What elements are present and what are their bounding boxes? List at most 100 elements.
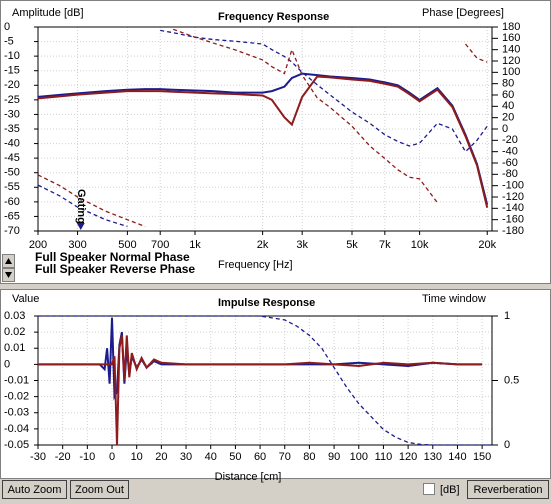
frequency-panel xyxy=(0,0,551,284)
x-tick-label: 3k xyxy=(296,239,308,251)
y2-tick-label: 60 xyxy=(502,89,514,101)
x-tick-label: 60 xyxy=(254,451,266,463)
x-tick-label: 20k xyxy=(478,239,496,251)
y2-axis-label: Phase [Degrees] xyxy=(422,7,504,19)
y-tick-label: -70 xyxy=(4,225,20,237)
y-tick-label: -20 xyxy=(4,79,20,91)
y-tick-label: -35 xyxy=(4,123,20,135)
x-tick-label: 120 xyxy=(399,451,417,463)
y2-tick-label: -40 xyxy=(502,146,518,158)
checkbox-label: [dB] xyxy=(440,484,460,496)
y-tick-label: -65 xyxy=(4,210,20,222)
y2-tick-label: 120 xyxy=(502,55,520,67)
down-arrow xyxy=(5,272,12,278)
y2-tick-label: 20 xyxy=(502,112,514,124)
x-tick-label: 130 xyxy=(424,451,442,463)
y2-tick-label: -60 xyxy=(502,157,518,169)
y2-tick-label: 1 xyxy=(504,310,510,322)
x-tick-label: -10 xyxy=(79,451,95,463)
series-line xyxy=(38,72,489,206)
y-tick-label: -0.02 xyxy=(4,391,29,403)
y2-tick-label: -120 xyxy=(502,191,524,203)
y2-tick-label: -140 xyxy=(502,202,524,214)
button-label: Reverberation xyxy=(473,484,542,496)
impulse-panel xyxy=(0,289,551,479)
y-tick-label: 0 xyxy=(4,358,10,370)
x-tick-label: -20 xyxy=(55,451,71,463)
phase-line xyxy=(38,315,492,446)
plot-frame xyxy=(37,315,493,446)
x-tick-label: 80 xyxy=(303,451,315,463)
y-tick-label: 0.03 xyxy=(4,310,25,322)
auto-zoom-button[interactable] xyxy=(2,480,67,499)
x-tick-label: -30 xyxy=(30,451,46,463)
y-tick-label: -45 xyxy=(4,152,20,164)
x-tick-label: 40 xyxy=(205,451,217,463)
series-line xyxy=(38,75,489,208)
y-tick-label: -30 xyxy=(4,108,20,120)
button-label: Auto Zoom xyxy=(8,484,62,496)
y-tick-label: -0.01 xyxy=(4,374,29,386)
reverberation-button[interactable] xyxy=(467,480,549,499)
series-line xyxy=(38,335,483,446)
chart-title: Frequency Response xyxy=(218,11,329,23)
annotation: Gating xyxy=(75,189,87,224)
y-tick-label: -55 xyxy=(4,181,20,193)
x-tick-label: 700 xyxy=(151,239,169,251)
up-arrow xyxy=(5,258,12,264)
y2-tick-label: 0.5 xyxy=(504,374,519,386)
y-tick-label: -60 xyxy=(4,196,20,208)
x-tick-label: 30 xyxy=(180,451,192,463)
y-tick-label: -50 xyxy=(4,167,20,179)
legend-entry: Full Speaker Normal Phase xyxy=(35,250,190,264)
x-tick-label: 0 xyxy=(109,451,115,463)
x-tick-label: 10k xyxy=(411,239,429,251)
y-axis-label: Amplitude [dB] xyxy=(12,7,84,19)
y2-tick-label: 80 xyxy=(502,78,514,90)
y2-tick-label: 0 xyxy=(504,439,510,451)
x-tick-label: 110 xyxy=(375,451,393,463)
x-tick-label: 7k xyxy=(379,239,391,251)
y-tick-label: -10 xyxy=(4,50,20,62)
legend-entry: Full Speaker Reverse Phase xyxy=(35,262,195,276)
x-tick-label: 70 xyxy=(279,451,291,463)
y2-axis-label: Time window xyxy=(422,293,486,305)
zoom-out-button[interactable] xyxy=(70,480,129,499)
y-tick-label: 0.01 xyxy=(4,342,25,354)
x-tick-label: 100 xyxy=(350,451,368,463)
y-tick-label: -5 xyxy=(4,35,14,47)
x-tick-label: 500 xyxy=(118,239,136,251)
x-tick-label: 90 xyxy=(328,451,340,463)
x-axis-label: Frequency [Hz] xyxy=(218,259,293,271)
phase-line xyxy=(160,29,488,153)
y-tick-label: -0.04 xyxy=(4,423,29,435)
chart-title: Impulse Response xyxy=(218,297,315,309)
y2-tick-label: 40 xyxy=(502,100,514,112)
toolbar: Auto Zoom Zoom Out [dB] Reverberation xyxy=(2,480,549,499)
x-tick-label: 200 xyxy=(29,239,47,251)
x-tick-label: 150 xyxy=(473,451,491,463)
plot-frame xyxy=(37,26,493,232)
y2-tick-label: 0 xyxy=(502,123,508,135)
x-tick-label: 140 xyxy=(448,451,466,463)
scroll-buttons xyxy=(2,254,15,282)
y-tick-label: 0 xyxy=(4,21,10,33)
y-tick-label: -25 xyxy=(4,94,20,106)
y2-tick-label: -20 xyxy=(502,134,518,146)
phase-line xyxy=(172,28,438,204)
y2-tick-label: 180 xyxy=(502,21,520,33)
y-tick-label: 0.02 xyxy=(4,326,25,338)
db-checkbox[interactable] xyxy=(423,483,435,495)
y2-tick-label: 160 xyxy=(502,32,520,44)
phase-line xyxy=(38,184,128,228)
button-label: Zoom Out xyxy=(75,484,124,496)
x-tick-label: 50 xyxy=(229,451,241,463)
y-tick-label: -0.03 xyxy=(4,407,29,419)
y2-tick-label: 140 xyxy=(502,44,520,56)
y2-tick-label: -100 xyxy=(502,180,524,192)
y-tick-label: -15 xyxy=(4,65,20,77)
x-tick-label: 300 xyxy=(68,239,86,251)
y2-tick-label: -180 xyxy=(502,225,524,237)
y2-tick-label: 100 xyxy=(502,66,520,78)
